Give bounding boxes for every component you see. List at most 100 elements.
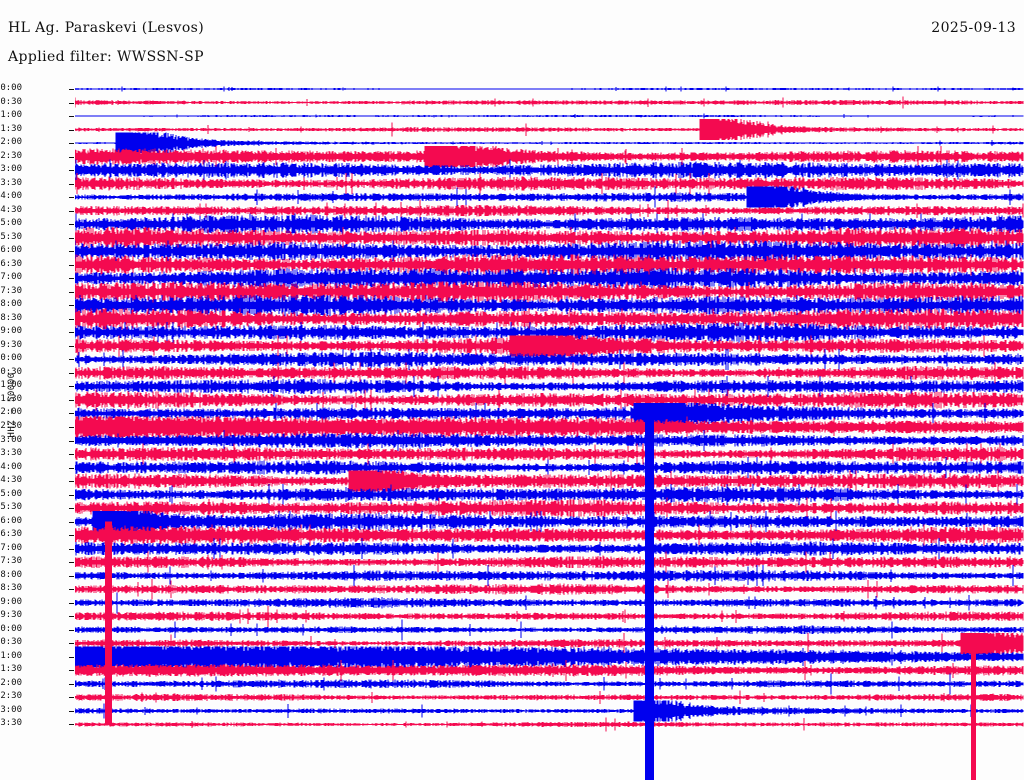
seismic-trace-row: [75, 213, 1024, 235]
seismic-trace-row: [75, 348, 1024, 370]
seismic-trace-row: [75, 159, 1024, 181]
time-label: 06:00: [0, 245, 22, 256]
seismic-trace-row: [75, 294, 1024, 316]
time-label: 14:30: [0, 475, 22, 486]
axis-tick: [69, 670, 74, 671]
time-label: 09:30: [0, 339, 22, 350]
seismic-trace-row: [75, 700, 1024, 722]
axis-tick: [69, 468, 74, 469]
time-label: 23:30: [0, 718, 22, 729]
time-label: 03:30: [0, 177, 22, 188]
axis-tick: [69, 292, 74, 293]
axis-tick: [69, 157, 74, 158]
seismic-trace-row: [75, 524, 1024, 546]
seismic-trace-row: [75, 551, 1024, 573]
axis-tick: [69, 116, 74, 117]
axis-tick: [69, 508, 74, 509]
time-label: 04:30: [0, 204, 22, 215]
axis-tick: [69, 616, 74, 617]
seismic-trace-row: [75, 470, 1024, 492]
axis-tick: [69, 211, 74, 212]
seismic-trace-row: [75, 240, 1024, 262]
seismic-trace-row: [75, 605, 1024, 627]
seismic-trace-row: [75, 321, 1024, 343]
seismic-trace-row: [75, 119, 1024, 141]
time-label: 15:00: [0, 488, 22, 499]
axis-tick: [69, 711, 74, 712]
axis-tick: [69, 319, 74, 320]
time-label: 16:30: [0, 529, 22, 540]
seismic-trace-row: [75, 565, 1024, 587]
time-label: 07:00: [0, 272, 22, 283]
time-label: 21:00: [0, 650, 22, 661]
time-label: 05:30: [0, 231, 22, 242]
clipped-event-bar: [105, 521, 112, 725]
axis-tick: [69, 630, 74, 631]
seismic-trace-row: [75, 497, 1024, 519]
axis-tick: [69, 346, 74, 347]
axis-tick: [69, 481, 74, 482]
axis-tick: [69, 278, 74, 279]
seismic-trace-row: [75, 538, 1024, 560]
seismic-trace-row: [75, 457, 1024, 479]
seismic-trace-row: [75, 146, 1024, 168]
time-label: 06:30: [0, 258, 22, 269]
time-label: 18:30: [0, 583, 22, 594]
time-label: 13:30: [0, 448, 22, 459]
time-label: 02:00: [0, 137, 22, 148]
time-label: 22:00: [0, 677, 22, 688]
axis-tick: [69, 170, 74, 171]
time-label: 17:30: [0, 556, 22, 567]
axis-tick: [69, 441, 74, 442]
seismic-trace-row: [75, 113, 1024, 119]
header: HL Ag. Paraskevi (Lesvos) 2025-09-13 App…: [0, 0, 1024, 80]
axis-tick: [69, 413, 74, 414]
time-label: 04:00: [0, 191, 22, 202]
time-label: 11:00: [0, 380, 22, 391]
axis-tick: [69, 576, 74, 577]
time-label: 16:00: [0, 515, 22, 526]
time-axis: 00:00 00:30 01:00 01:30 02:00 02:30 03:00 03:30…: [0, 80, 75, 780]
seismic-trace-row: [75, 430, 1024, 451]
time-label: 15:30: [0, 502, 22, 513]
time-label: 20:00: [0, 623, 22, 634]
seismic-trace-row: [75, 416, 1024, 438]
axis-tick: [69, 562, 74, 563]
time-label: 00:30: [0, 96, 22, 107]
seismic-trace-row: [75, 659, 1024, 681]
filter-label: Applied filter: WWSSN-SP: [8, 49, 204, 65]
time-label: 12:00: [0, 407, 22, 418]
axis-tick: [69, 386, 74, 387]
axis-tick: [69, 265, 74, 266]
axis-tick: [69, 400, 74, 401]
axis-tick: [69, 359, 74, 360]
seismic-trace-row: [75, 281, 1024, 303]
seismic-trace-row: [75, 484, 1024, 506]
axis-tick: [69, 103, 74, 104]
time-label: 12:30: [0, 421, 22, 431]
seismic-trace-row: [75, 227, 1024, 249]
time-label: 01:00: [0, 110, 22, 121]
time-label: 20:30: [0, 637, 22, 648]
time-label: 10:00: [0, 353, 22, 364]
seismic-trace-row: [75, 267, 1024, 289]
time-label: 23:00: [0, 704, 22, 715]
axis-tick: [69, 684, 74, 685]
axis-tick: [69, 184, 74, 185]
time-label: 10:30: [0, 366, 22, 377]
time-label: 19:00: [0, 596, 22, 607]
axis-tick: [69, 224, 74, 225]
seismic-trace-row: [75, 511, 1024, 533]
axis-tick: [69, 495, 74, 496]
time-label: 09:00: [0, 326, 22, 337]
time-label: 07:30: [0, 285, 22, 296]
axis-tick: [69, 89, 74, 90]
seismic-trace-row: [75, 308, 1024, 330]
seismic-trace-row: [75, 96, 1024, 109]
time-label: 13:00: [0, 434, 22, 445]
axis-tick: [69, 427, 74, 428]
seismic-trace-row: [75, 173, 1024, 195]
axis-tick: [69, 332, 74, 333]
axis-tick: [69, 657, 74, 658]
axis-tick: [69, 143, 74, 144]
